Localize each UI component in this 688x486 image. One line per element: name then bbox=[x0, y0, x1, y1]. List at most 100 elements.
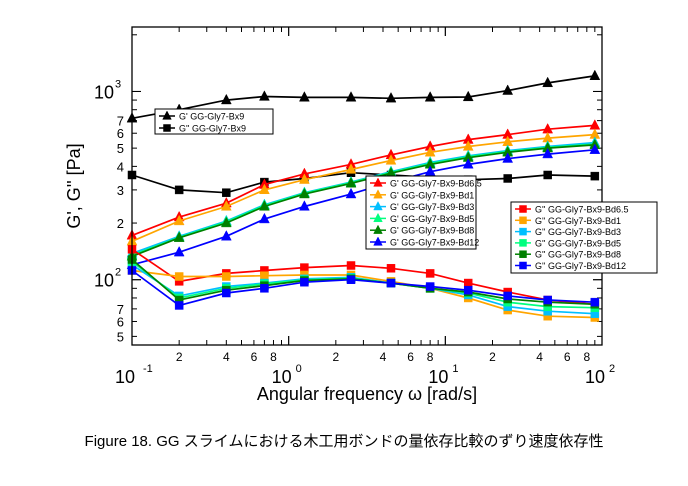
legend-entry: G' GG-Gly7-Bx9-Bd12 bbox=[370, 236, 479, 248]
data-point bbox=[542, 76, 554, 88]
x-minor-tick-label: 2 bbox=[489, 350, 496, 364]
data-point bbox=[220, 216, 232, 228]
legend-entry: G' GG-Gly7-Bx9-Bd8 bbox=[370, 224, 474, 236]
data-point bbox=[386, 264, 396, 273]
legend-entry: G'' GG-Gly7-Bx9-Bd1 bbox=[515, 216, 621, 226]
series bbox=[126, 128, 601, 246]
legend-frame bbox=[154, 108, 274, 135]
data-point bbox=[462, 158, 474, 169]
data-point bbox=[519, 216, 527, 225]
data-point bbox=[259, 212, 270, 224]
plot-frame bbox=[131, 26, 603, 346]
series bbox=[127, 266, 600, 310]
y-tick-label: 10 bbox=[94, 82, 114, 102]
data-point bbox=[260, 271, 269, 280]
data-point bbox=[220, 200, 232, 211]
y-minor-tick-label: 6 bbox=[117, 314, 124, 329]
x-minor-tick-label: 6 bbox=[407, 350, 414, 364]
data-point bbox=[373, 224, 383, 234]
y-minor-tick-label: 5 bbox=[117, 329, 124, 344]
data-point bbox=[589, 119, 601, 130]
series bbox=[126, 69, 601, 123]
data-point bbox=[345, 187, 357, 199]
series-line bbox=[131, 75, 595, 120]
data-point bbox=[259, 200, 270, 211]
legend-label: G' GG-Gly7-Bx9-Bd6.5 bbox=[390, 179, 482, 189]
data-point bbox=[425, 269, 435, 278]
x-minor-tick-label: 6 bbox=[251, 350, 258, 364]
x-tick-label: 10 bbox=[585, 367, 605, 387]
data-point bbox=[519, 205, 527, 213]
data-point bbox=[300, 263, 309, 272]
y-minor-tick-label: 7 bbox=[117, 302, 124, 317]
data-point bbox=[345, 91, 357, 102]
legend-entry: G' GG-Gly7-Bx9-Bd1 bbox=[370, 189, 474, 200]
x-tick-label: 10 bbox=[272, 367, 292, 387]
x-minor-tick-label: 2 bbox=[332, 350, 339, 364]
x-minor-tick-label: 2 bbox=[176, 350, 183, 364]
data-point bbox=[346, 261, 356, 270]
data-point bbox=[345, 177, 357, 188]
series bbox=[127, 168, 600, 197]
legend-label: G'' GG-Gly7-Bx9-Bd3 bbox=[535, 227, 621, 237]
x-tick-exponent: -1 bbox=[143, 363, 153, 375]
data-point bbox=[503, 291, 512, 301]
data-point bbox=[386, 278, 396, 288]
series-line bbox=[131, 248, 595, 306]
data-point bbox=[373, 236, 383, 246]
data-point bbox=[300, 277, 309, 287]
legend-entry: G' GG-Gly7-Bx9-Bd5 bbox=[370, 212, 474, 224]
legend-label: G'' GG-Gly7-Bx9-Bd8 bbox=[535, 250, 621, 260]
data-point bbox=[519, 250, 527, 258]
legend-entry: G'' GG-Gly7-Bx9-Bd8 bbox=[515, 250, 621, 260]
legend-box: G' GG-Gly7-Bx9-Bd6.5G' GG-Gly7-Bx9-Bd1 G'… bbox=[365, 175, 482, 250]
legend-entry: G'' GG-Gly7-Bx9-Bd3 bbox=[515, 227, 621, 237]
x-axis-label: Angular frequency ω [rad/s] bbox=[257, 384, 477, 404]
legend-label: G' GG-Gly7-Bx9-Bd8 bbox=[390, 226, 474, 236]
legend-label: G' GG-Gly7-Bx9 bbox=[179, 112, 244, 122]
legend-label: G' GG-Gly7-Bx9-Bd12 bbox=[390, 238, 479, 248]
data-point bbox=[542, 147, 554, 159]
x-minor-tick-label: 4 bbox=[223, 350, 230, 364]
legend-label: G' GG-Gly7-Bx9-Bd5 bbox=[390, 214, 474, 224]
legend-entry: G' GG-Gly7-Bx9 bbox=[159, 110, 244, 122]
series-line bbox=[131, 171, 595, 194]
series-line bbox=[131, 269, 595, 319]
y-tick-exponent: 3 bbox=[115, 78, 121, 90]
data-point bbox=[259, 183, 270, 195]
tick-marks bbox=[131, 27, 603, 345]
x-tick-exponent: 0 bbox=[296, 363, 302, 375]
legend-box: G' GG-Gly7-Bx9 G'' GG-Gly7-Bx9 bbox=[154, 108, 274, 135]
data-point bbox=[174, 301, 184, 310]
series-line bbox=[131, 269, 595, 307]
series-line bbox=[131, 133, 595, 243]
data-point bbox=[174, 272, 184, 281]
data-point bbox=[373, 212, 383, 223]
y-minor-tick-label: 2 bbox=[117, 216, 124, 231]
legend-entry: G'' GG-Gly7-Bx9-Bd5 bbox=[515, 238, 621, 248]
data-point bbox=[519, 227, 527, 236]
data-point bbox=[162, 110, 172, 120]
data-point bbox=[260, 284, 269, 293]
data-point bbox=[222, 272, 231, 281]
x-minor-tick-label: 4 bbox=[536, 350, 543, 364]
data-point bbox=[589, 143, 601, 154]
data-point bbox=[590, 297, 600, 307]
data-point bbox=[502, 84, 514, 95]
legend-entry: G' GG-Gly7-Bx9-Bd6.5 bbox=[370, 177, 482, 189]
series-line bbox=[131, 124, 595, 237]
legend-label: G'' GG-Gly7-Bx9 bbox=[179, 124, 246, 134]
x-minor-tick-label: 6 bbox=[564, 350, 571, 364]
data-point bbox=[425, 282, 435, 291]
data-point bbox=[373, 201, 383, 211]
y-minor-tick-label: 4 bbox=[117, 159, 124, 174]
legend-frame bbox=[365, 175, 477, 250]
data-point bbox=[173, 245, 185, 257]
data-point bbox=[543, 295, 552, 305]
legend-label: G'' GG-Gly7-Bx9-Bd12 bbox=[535, 261, 626, 271]
data-point bbox=[424, 91, 436, 102]
data-point bbox=[222, 288, 231, 298]
x-tick-exponent: 1 bbox=[452, 363, 458, 375]
data-point bbox=[346, 275, 356, 284]
